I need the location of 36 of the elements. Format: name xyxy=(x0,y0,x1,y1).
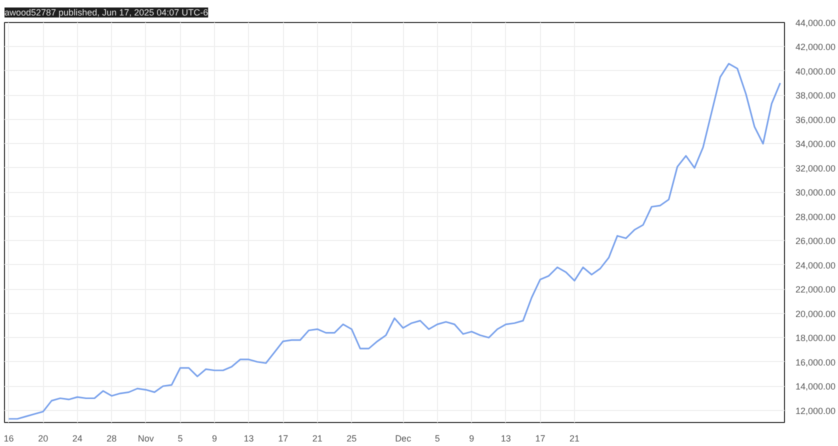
x-tick-label: 5 xyxy=(178,434,183,444)
y-tick-label: 36,000.00 xyxy=(796,114,836,125)
line-series xyxy=(8,62,782,420)
x-tick-label: Dec xyxy=(395,434,412,444)
text: awood52787 published, Jun 17, 2025 04:07 UTC-6 xyxy=(4,8,208,18)
y-tick-label: 28,000.00 xyxy=(796,212,836,222)
x-tick-label: 13 xyxy=(500,434,511,444)
y-tick-label: 30,000.00 xyxy=(796,188,836,198)
x-tick-label: 28 xyxy=(106,434,117,444)
x-tick-label: 24 xyxy=(72,434,82,444)
x-tick-label: 16 xyxy=(4,434,14,444)
y-tick-label: 18,000.00 xyxy=(796,333,836,344)
x-tick-label: 13 xyxy=(244,434,254,444)
y-tick-label: 44,000.00 xyxy=(796,18,836,28)
x-tick-label: 17 xyxy=(535,434,546,444)
y-tick-label: 42,000.00 xyxy=(796,42,836,52)
x-tick-label: 17 xyxy=(278,434,288,444)
x-tick-label: 5 xyxy=(434,434,440,444)
y-tick-label: 12,000.00 xyxy=(796,406,836,416)
y-tick-label: 38,000.00 xyxy=(796,90,836,101)
x-tick-label: 21 xyxy=(569,434,580,444)
x-tick-label: Nov xyxy=(138,434,154,444)
y-tick-label: 26,000.00 xyxy=(796,236,836,246)
y-tick-label: 20,000.00 xyxy=(796,308,836,319)
y-tick-label: 14,000.00 xyxy=(796,382,836,392)
y-tick-label: 24,000.00 xyxy=(796,260,836,270)
y-tick-label: 32,000.00 xyxy=(796,163,836,174)
y-tick-label: 22,000.00 xyxy=(796,284,836,295)
x-tick-label: 25 xyxy=(346,434,357,444)
y-tick-label: 16,000.00 xyxy=(796,357,836,368)
y-tick-label: 40,000.00 xyxy=(796,66,836,76)
x-tick-label: 9 xyxy=(469,434,474,444)
x-tick-label: 21 xyxy=(312,434,322,444)
x-tick-label: 9 xyxy=(212,434,218,444)
y-tick-label: 34,000.00 xyxy=(796,139,836,150)
x-tick-label: 20 xyxy=(38,434,48,444)
